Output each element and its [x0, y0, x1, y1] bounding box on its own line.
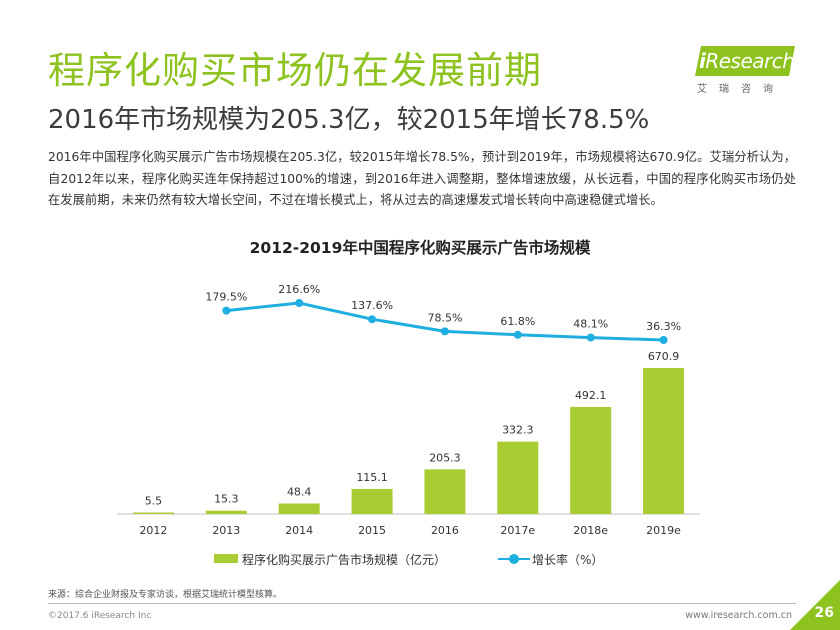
page-subtitle: 2016年市场规模为205.3亿，较2015年增长78.5%	[48, 105, 650, 135]
growth-label-2018e: 48.1%	[573, 318, 608, 331]
copyright: ©2017.6 iResearch Inc	[48, 611, 152, 621]
bar-2012	[132, 512, 174, 514]
page-corner	[790, 580, 840, 630]
growth-label-2013: 179.5%	[205, 291, 247, 304]
logo-tagline: 艾瑞咨询	[697, 84, 785, 95]
growth-point-2017e	[513, 330, 522, 339]
x-tick-2016: 2016	[431, 524, 459, 537]
growth-label-2016: 78.5%	[427, 311, 462, 324]
growth-label-2015: 137.6%	[351, 299, 393, 312]
bar-label-2019e: 670.9	[648, 350, 680, 363]
bar-label-2012: 5.5	[145, 495, 163, 508]
legend-line-marker	[509, 554, 519, 564]
x-tick-2015: 2015	[358, 524, 386, 537]
website-link[interactable]: www.iresearch.com.cn	[685, 610, 792, 621]
x-tick-2014: 2014	[285, 524, 313, 537]
growth-label-2014: 216.6%	[278, 283, 320, 296]
bar-label-2016: 205.3	[429, 451, 461, 464]
legend-line-label: 增长率（%）	[532, 553, 604, 567]
logo-i: i	[699, 49, 706, 73]
growth-point-2016	[440, 327, 449, 336]
bar-label-2018e: 492.1	[575, 389, 607, 402]
logo-wordmark: iResearch	[699, 49, 795, 73]
legend-bar-label: 程序化购买展示广告市场规模（亿元）	[242, 553, 447, 567]
growth-label-2019e: 36.3%	[646, 320, 681, 333]
iresearch-logo: iResearch 艾瑞咨询	[695, 44, 797, 102]
growth-point-2015	[368, 315, 377, 324]
summary-paragraph: 2016年中国程序化购买展示广告市场规模在205.3亿，较2015年增长78.5…	[48, 150, 796, 207]
logo-badge	[695, 46, 795, 76]
growth-point-2018e	[586, 333, 595, 342]
bar-label-2017e: 332.3	[502, 424, 534, 437]
bar-2019e	[643, 368, 685, 514]
bar-2015	[351, 488, 393, 514]
bar-2017e	[497, 441, 539, 514]
growth-label-2017e: 61.8%	[500, 315, 535, 328]
bar-2014	[278, 503, 320, 514]
source-note: 来源：综合企业财报及专家访谈，根据艾瑞统计模型核算。	[48, 590, 283, 600]
logo-research: Research	[705, 49, 795, 73]
chart-title: 2012-2019年中国程序化购买展示广告市场规模	[249, 239, 591, 257]
x-tick-2017e: 2017e	[500, 524, 535, 537]
bar-2016	[424, 469, 466, 514]
bar-2013	[205, 510, 247, 514]
legend-bar-swatch	[214, 554, 238, 563]
growth-point-2013	[222, 306, 231, 315]
page-title: 程序化购买市场仍在发展前期	[48, 49, 542, 92]
bar-label-2013: 15.3	[214, 493, 239, 506]
bar-label-2015: 115.1	[356, 471, 388, 484]
x-tick-2012: 2012	[139, 524, 167, 537]
x-tick-2019e: 2019e	[646, 524, 681, 537]
growth-point-2019e	[659, 336, 668, 344]
growth-point-2014	[295, 299, 304, 307]
bar-2018e	[570, 406, 612, 514]
x-tick-2018e: 2018e	[573, 524, 608, 537]
page-number: 26	[814, 605, 834, 621]
footer-divider	[48, 603, 796, 604]
bar-label-2014: 48.4	[287, 485, 312, 498]
x-tick-2013: 2013	[212, 524, 240, 537]
